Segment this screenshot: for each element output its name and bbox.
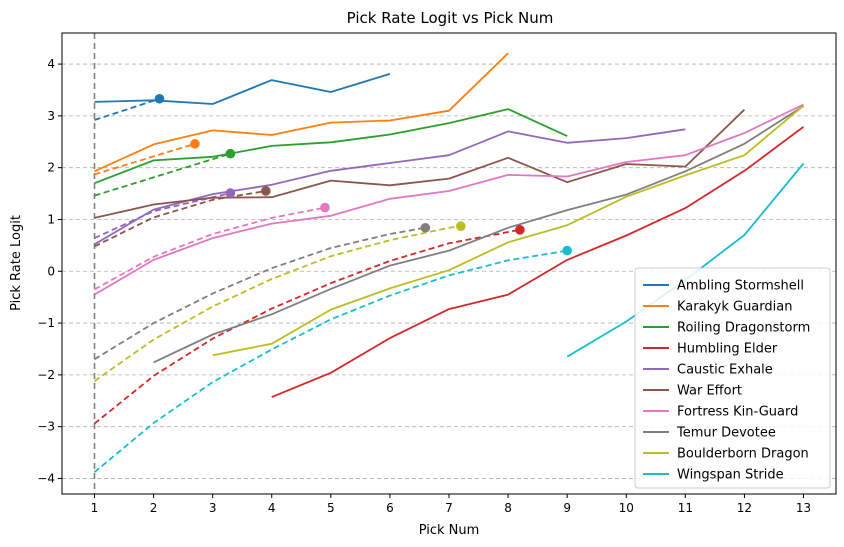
- legend-label: Ambling Stormshell: [677, 279, 804, 294]
- x-tick-label: 1: [91, 501, 99, 515]
- x-tick-label: 10: [619, 501, 634, 515]
- fit-curve-karakyk-guardian: [94, 142, 196, 176]
- x-tick-label: 6: [386, 501, 394, 515]
- y-tick-label: −2: [37, 368, 55, 382]
- x-tick-label: 9: [563, 501, 571, 515]
- x-tick-label: 7: [445, 501, 453, 515]
- chart-title: Pick Rate Logit vs Pick Num: [347, 9, 554, 27]
- y-tick-label: 1: [47, 212, 55, 226]
- y-tick-label: −1: [37, 316, 55, 330]
- fit-curve-ambling-stormshell: [94, 97, 160, 121]
- x-tick-label: 12: [737, 501, 752, 515]
- series-line-temur-devotee: [153, 105, 804, 364]
- y-axis: −4 −3 −2 −1 0 1 2 3 4: [37, 57, 62, 485]
- fit-markers: [154, 93, 572, 256]
- y-tick-label: 3: [47, 109, 55, 123]
- legend-label: Humbling Elder: [677, 342, 778, 357]
- legend-label: Karakyk Guardian: [677, 300, 792, 315]
- fit-marker-fortress-kin-guard: [320, 202, 330, 213]
- series-line-karakyk-guardian: [94, 52, 509, 173]
- x-tick-label: 13: [796, 501, 811, 515]
- y-tick-label: 0: [47, 264, 55, 278]
- y-tick-label: −3: [37, 420, 55, 434]
- fit-curve-fortress-kin-guard: [94, 206, 326, 291]
- fit-curve-war-effort: [94, 190, 266, 248]
- series-lines: [94, 52, 805, 398]
- series-line-ambling-stormshell: [94, 73, 391, 105]
- legend-label: Temur Devotee: [676, 426, 776, 441]
- fit-marker-boulderborn-dragon: [456, 221, 466, 232]
- x-tick-label: 8: [504, 501, 512, 515]
- fit-marker-caustic-exhale: [225, 188, 236, 198]
- legend-label: Fortress Kin-Guard: [677, 405, 798, 420]
- fit-marker-humbling-elder: [515, 225, 525, 235]
- x-tick-label: 2: [150, 501, 158, 515]
- fit-marker-ambling-stormshell: [154, 93, 165, 104]
- x-tick-label: 5: [327, 501, 335, 515]
- series-line-roiling-dragonstorm: [94, 108, 568, 185]
- fit-curve-roiling-dragonstorm: [94, 152, 231, 197]
- fit-marker-karakyk-guardian: [190, 139, 200, 149]
- legend-box: [634, 267, 831, 489]
- y-tick-label: 2: [47, 161, 55, 175]
- x-tick-label: 3: [209, 501, 217, 515]
- legend-label: Wingspan Stride: [677, 468, 784, 483]
- fit-marker-roiling-dragonstorm: [225, 148, 236, 159]
- x-tick-label: 11: [678, 501, 693, 515]
- legend-label: War Effort: [677, 384, 742, 399]
- x-tick-label: 4: [268, 501, 276, 515]
- series-line-war-effort: [94, 109, 746, 219]
- legend-label: Roiling Dragonstorm: [677, 321, 810, 336]
- y-axis-label: Pick Rate Logit: [9, 215, 24, 311]
- series-line-humbling-elder: [271, 126, 805, 398]
- fit-marker-war-effort: [261, 186, 271, 196]
- legend: Ambling Stormshell Karakyk Guardian Roilin…: [634, 267, 831, 489]
- series-line-fortress-kin-guard: [94, 103, 804, 296]
- legend-label: Boulderborn Dragon: [677, 447, 809, 462]
- y-tick-label: −4: [37, 471, 55, 485]
- legend-label: Caustic Exhale: [677, 363, 773, 378]
- x-axis-label: Pick Num: [419, 523, 480, 538]
- fit-marker-temur-devotee: [420, 222, 431, 233]
- fit-curve-humbling-elder: [93, 228, 521, 425]
- x-axis: 1 2 3 4 5 6 7 8 9 10 11 12 13: [91, 494, 811, 515]
- fit-curve-temur-devotee: [94, 226, 426, 361]
- fit-curve-wingspan-stride: [93, 249, 568, 473]
- series-line-boulderborn-dragon: [212, 104, 805, 357]
- fit-marker-wingspan-stride: [562, 245, 572, 256]
- y-tick-label: 4: [47, 57, 55, 71]
